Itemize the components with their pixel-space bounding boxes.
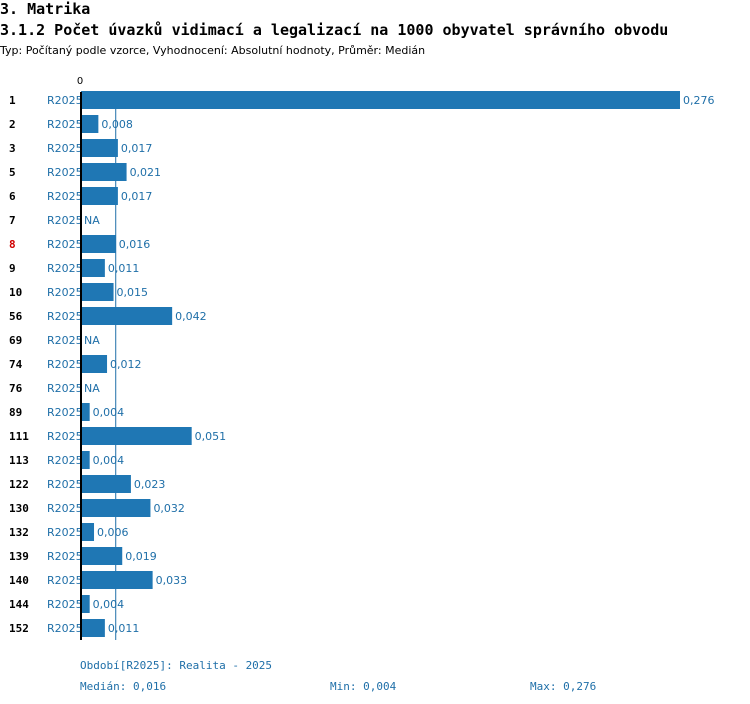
value-label: 0,033 [156, 574, 188, 587]
bar [81, 187, 118, 205]
row-label: 8 [9, 238, 16, 251]
row-label: 5 [9, 166, 16, 179]
series-label: R2025 [47, 622, 83, 635]
value-label: 0,006 [97, 526, 128, 539]
value-label: 0,017 [121, 142, 153, 155]
bar [81, 451, 90, 469]
row-label: 56 [9, 310, 23, 323]
bar [81, 403, 90, 421]
min-summary: Min: 0,004 [330, 680, 397, 693]
chart-title: 3.1.2 Počet úvazků vidimací a legalizací… [0, 21, 669, 39]
bar [81, 571, 153, 589]
row-label: 132 [9, 526, 29, 539]
bar [81, 499, 151, 517]
value-label: 0,015 [117, 286, 149, 299]
value-label: 0,032 [153, 502, 185, 515]
series-label: R2025 [47, 286, 83, 299]
series-label: R2025 [47, 574, 83, 587]
value-label: 0,276 [683, 94, 715, 107]
row-label: 152 [9, 622, 29, 635]
series-label: R2025 [47, 358, 83, 371]
series-label: R2025 [47, 526, 83, 539]
value-label: 0,008 [101, 118, 133, 131]
median-summary: Medián: 0,016 [80, 680, 167, 693]
series-label: R2025 [47, 262, 83, 275]
value-label: NA [84, 334, 100, 347]
bar [81, 115, 99, 133]
value-label: 0,012 [110, 358, 142, 371]
row-label: 3 [9, 142, 16, 155]
row-label: 74 [9, 358, 23, 371]
chart-type-description: Typ: Počítaný podle vzorce, Vyhodnocení:… [0, 44, 426, 57]
value-label: NA [84, 214, 100, 227]
row-label: 9 [9, 262, 16, 275]
bar [81, 307, 173, 325]
series-label: R2025 [47, 310, 83, 323]
value-label: 0,016 [119, 238, 151, 251]
row-label: 2 [9, 118, 16, 131]
bar [81, 595, 90, 613]
row-label: 10 [9, 286, 22, 299]
row-label: 111 [9, 430, 29, 443]
value-label: 0,019 [125, 550, 157, 563]
bar [81, 283, 114, 301]
period-legend: Období[R2025]: Realita - 2025 [80, 659, 273, 672]
axis-zero-label: 0 [77, 76, 83, 87]
value-label: 0,021 [130, 166, 162, 179]
value-label: 0,011 [108, 262, 140, 275]
bar [81, 547, 123, 565]
series-label: R2025 [47, 214, 83, 227]
series-label: R2025 [47, 94, 83, 107]
series-label: R2025 [47, 454, 83, 467]
row-label: 113 [9, 454, 29, 467]
bar [81, 619, 105, 637]
row-label: 6 [9, 190, 16, 203]
value-label: NA [84, 382, 100, 395]
series-label: R2025 [47, 334, 83, 347]
bar [81, 91, 680, 109]
bar [81, 235, 116, 253]
bar [81, 163, 127, 181]
row-label: 89 [9, 406, 22, 419]
row-label: 139 [9, 550, 29, 563]
value-label: 0,017 [121, 190, 153, 203]
series-label: R2025 [47, 550, 83, 563]
series-label: R2025 [47, 166, 83, 179]
row-label: 1 [9, 94, 16, 107]
max-summary: Max: 0,276 [530, 680, 597, 693]
series-label: R2025 [47, 406, 83, 419]
value-label: 0,004 [93, 454, 125, 467]
bar [81, 139, 118, 157]
value-label: 0,004 [93, 406, 125, 419]
value-label: 0,042 [175, 310, 207, 323]
row-label: 144 [9, 598, 29, 611]
row-label: 130 [9, 502, 29, 515]
series-label: R2025 [47, 190, 83, 203]
value-label: 0,011 [108, 622, 140, 635]
value-label: 0,051 [195, 430, 227, 443]
bar [81, 259, 105, 277]
series-label: R2025 [47, 142, 83, 155]
row-label: 76 [9, 382, 23, 395]
series-label: R2025 [47, 118, 83, 131]
series-label: R2025 [47, 238, 83, 251]
bar [81, 355, 108, 373]
bar [81, 427, 192, 445]
bar [81, 523, 95, 541]
bar [81, 475, 131, 493]
value-label: 0,023 [134, 478, 166, 491]
section-title: 3. Matrika [0, 0, 91, 18]
row-label: 7 [9, 214, 16, 227]
value-label: 0,004 [93, 598, 125, 611]
series-label: R2025 [47, 502, 83, 515]
series-label: R2025 [47, 382, 83, 395]
series-label: R2025 [47, 478, 83, 491]
series-label: R2025 [47, 430, 83, 443]
series-label: R2025 [47, 598, 83, 611]
row-label: 140 [9, 574, 29, 587]
row-label: 69 [9, 334, 22, 347]
row-label: 122 [9, 478, 29, 491]
